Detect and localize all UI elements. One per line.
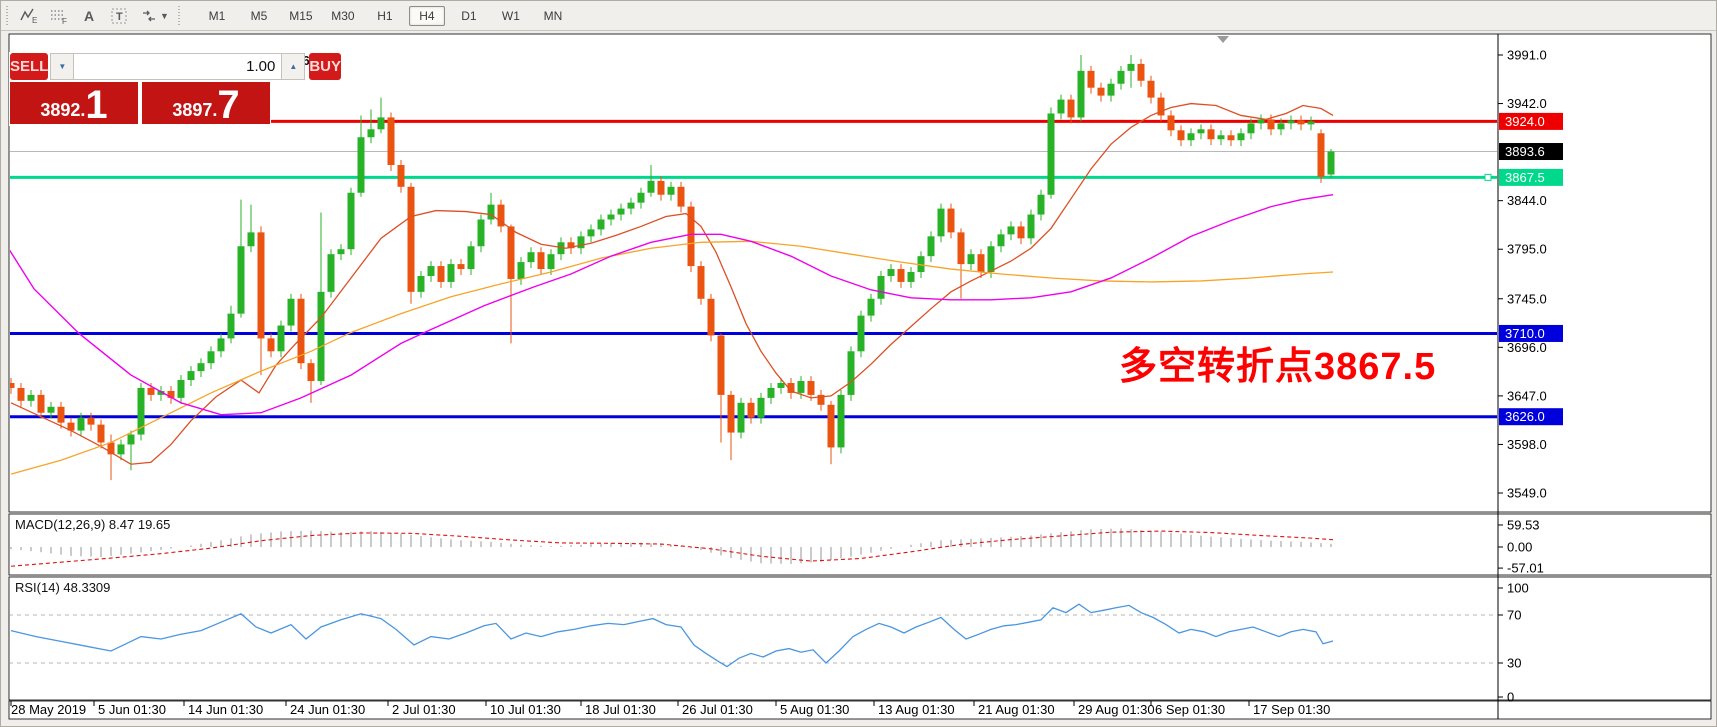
macd-pane[interactable]	[8, 513, 1712, 576]
price-tick-label: 3696.0	[1507, 340, 1547, 355]
time-tick-label: 21 Aug 01:30	[978, 702, 1055, 717]
price-badge-label: 3924.0	[1505, 114, 1545, 129]
candles-layer	[10, 55, 1335, 481]
moving-averages-layer	[10, 102, 1334, 475]
price-badge	[1499, 143, 1563, 161]
time-axis: 28 May 2019 5 Jun 01:30 14 Jun 01:30 24 Jun…	[10, 701, 1330, 717]
price-tick-label: 3647.0	[1507, 388, 1547, 403]
price-tick-label: 3795.0	[1507, 242, 1547, 257]
price-badge-label: 3710.0	[1505, 326, 1545, 341]
one-click-trading-panel: SELL ▼ ▲ BUY 3892.1 3897.7	[9, 52, 342, 126]
toolbar-drag-handle-2[interactable]	[176, 5, 182, 26]
time-tick-label: 13 Aug 01:30	[878, 702, 955, 717]
chart-text-annotation[interactable]: 多空转折点3867.5	[1119, 346, 1437, 388]
time-tick-label: 5 Aug 01:30	[780, 702, 849, 717]
svg-text:F: F	[62, 17, 67, 25]
chevron-down-icon[interactable]: ▼	[160, 10, 169, 21]
timeframe-button-w1[interactable]: W1	[501, 8, 520, 23]
time-tick-label: 17 Sep 01:30	[1253, 702, 1330, 717]
time-tick-label: 26 Jul 01:30	[682, 702, 753, 717]
price-badge	[1499, 324, 1563, 342]
time-axis-pane[interactable]	[8, 700, 1712, 720]
price-tick-label: 3745.0	[1507, 291, 1547, 306]
timeframe-button-mn[interactable]: MN	[543, 8, 563, 23]
svg-text:E: E	[32, 16, 37, 25]
rsi-tick-label: 0	[1507, 690, 1514, 705]
text-tool-icon[interactable]: T	[106, 5, 132, 27]
price-axis: 3991.0 3942.0 3844.0 3795.0 3745.0 3696.0 3647…	[1497, 34, 1563, 719]
line-handle[interactable]	[1484, 173, 1492, 181]
toolbar: E F A T ▼ M1 M5 M15 M30 H1 H4 D1 W1	[1, 1, 1716, 31]
rsi-tick-label: 70	[1507, 608, 1521, 623]
price-badge-label: 3893.6	[1505, 144, 1545, 159]
timeframe-group: M1 M5 M15 M30 H1 H4 D1 W1 MN	[196, 5, 574, 26]
time-tick-label: 24 Jun 01:30	[290, 702, 365, 717]
buy-button[interactable]: BUY	[309, 53, 342, 80]
grid-template-icon[interactable]: F	[46, 5, 72, 27]
rsi-tick-label: 100	[1507, 581, 1529, 596]
sell-button[interactable]: SELL	[10, 53, 49, 80]
time-tick-label: 10 Jul 01:30	[490, 702, 561, 717]
ma-slow-magenta	[10, 194, 1334, 416]
macd-indicator-label: MACD(12,26,9) 8.47 19.65	[15, 517, 171, 532]
arrows-tool-icon[interactable]	[136, 5, 162, 27]
buy-price-pip: 7	[217, 83, 240, 124]
macd-tick-label: -57.01	[1507, 561, 1544, 576]
rsi-pane[interactable]	[8, 576, 1712, 701]
price-badge-label: 3626.0	[1505, 409, 1545, 424]
macd-tick-label: 59.53	[1507, 517, 1540, 532]
rsi-layer	[10, 603, 1497, 668]
buy-price-main: 3897.	[172, 100, 218, 120]
sell-price-main: 3892.	[40, 100, 86, 120]
cursor-a-icon[interactable]: A	[83, 7, 95, 24]
macd-signal-line	[10, 530, 1334, 567]
timeframe-button-m1[interactable]: M1	[208, 8, 226, 23]
main-pane[interactable]	[8, 33, 1712, 513]
price-tick-label: 3844.0	[1507, 193, 1547, 208]
volume-input[interactable]	[74, 54, 282, 79]
price-badge	[1499, 168, 1563, 186]
timeframe-button-m5[interactable]: M5	[250, 8, 268, 23]
volume-box: ▼ ▲	[50, 53, 306, 80]
price-tick-label: 3942.0	[1507, 96, 1547, 111]
time-tick-label: 14 Jun 01:30	[188, 702, 263, 717]
time-tick-label: 2 Jul 01:30	[392, 702, 456, 717]
timeframe-button-h4[interactable]: H4	[408, 5, 445, 26]
price-tick-label: 3549.0	[1507, 485, 1547, 500]
svg-text:T: T	[116, 11, 123, 23]
timeframe-button-m30[interactable]: M30	[331, 8, 355, 23]
timeframe-button-h1[interactable]: H1	[377, 8, 393, 23]
chart-shift-marker-icon[interactable]	[1217, 36, 1229, 43]
price-tick-label: 3598.0	[1507, 437, 1547, 452]
volume-increase-icon[interactable]: ▲	[281, 54, 305, 79]
time-tick-label: 28 May 2019	[11, 702, 86, 717]
rsi-line	[10, 603, 1334, 668]
price-badge-label: 3867.5	[1505, 170, 1545, 185]
price-badge	[1499, 408, 1563, 426]
toolbar-drag-handle[interactable]	[5, 5, 10, 26]
time-tick-label: 6 Sep 01:30	[1155, 702, 1225, 717]
time-tick-label: 29 Aug 01:30	[1078, 702, 1155, 717]
time-tick-label: 18 Jul 01:30	[585, 702, 656, 717]
timeframe-button-d1[interactable]: D1	[461, 8, 477, 23]
macd-tick-label: 0.00	[1507, 540, 1532, 555]
ma-fast-red	[10, 102, 1334, 465]
time-tick-label: 5 Jun 01:30	[98, 702, 166, 717]
macd-layer	[10, 528, 1334, 567]
rsi-indicator-label: RSI(14) 48.3309	[15, 580, 111, 595]
timeframe-button-m15[interactable]: M15	[289, 8, 313, 23]
buy-price[interactable]: 3897. 7	[142, 82, 270, 124]
indicators-expert-icon[interactable]: E	[16, 5, 42, 27]
rsi-tick-label: 30	[1507, 656, 1521, 671]
volume-decrease-icon[interactable]: ▼	[51, 54, 75, 79]
sell-price-pip: 1	[85, 83, 108, 124]
sell-price[interactable]: 3892. 1	[10, 82, 138, 124]
price-badge	[1499, 112, 1563, 130]
ma-mid-orange	[10, 240, 1334, 475]
price-tick-label: 3991.0	[1507, 48, 1547, 63]
